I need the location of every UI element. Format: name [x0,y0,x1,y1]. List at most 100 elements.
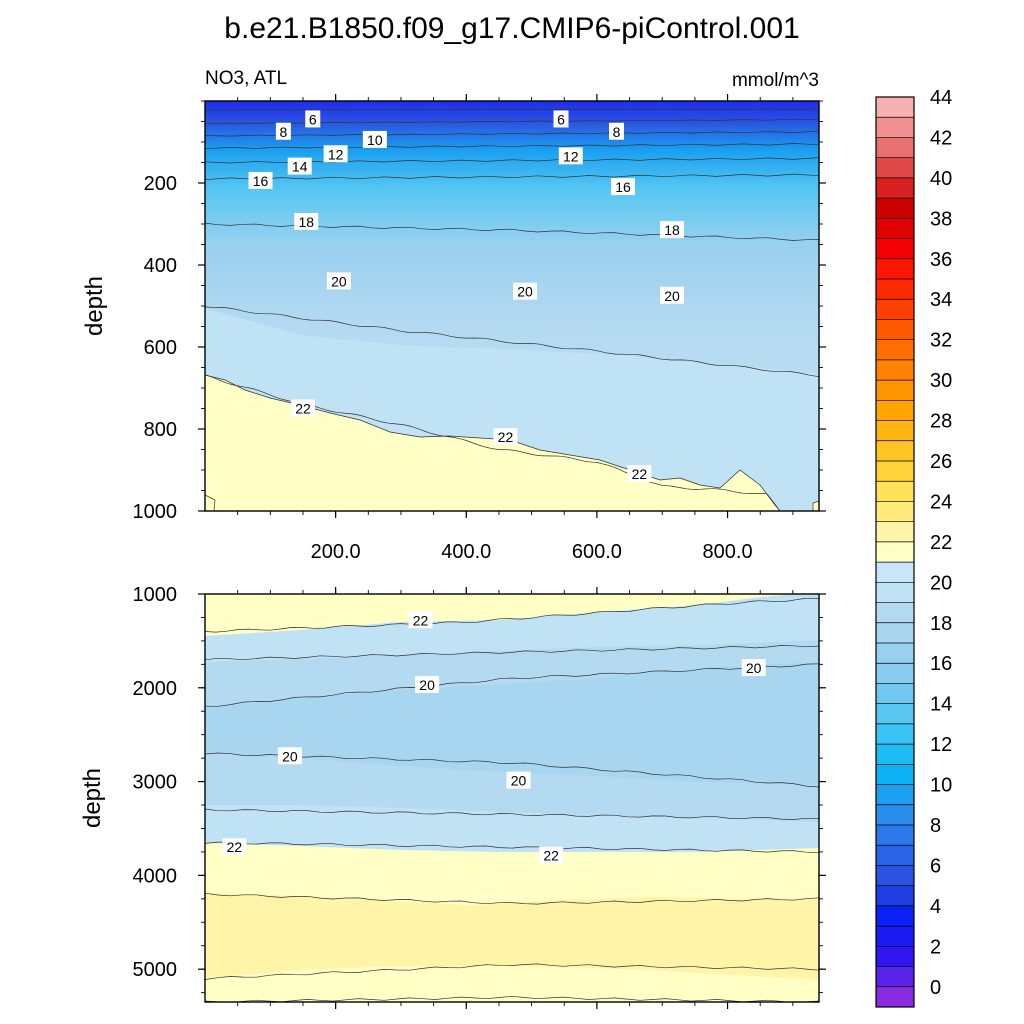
upper-y-tick-label: 400 [144,255,177,277]
upper-contour-label-box [305,110,321,128]
lower-contour-label: 22 [539,846,564,864]
colorbar-label: 10 [930,775,952,797]
upper-contour-label-text: 18 [664,222,680,238]
upper-contour-label-text: 16 [615,179,631,195]
upper-contour-label-box [275,122,291,140]
colorbar-swatch [876,97,914,118]
upper-contour-label: 20 [660,286,685,304]
lower-deep-yellow-band [205,893,819,980]
variable-label: NO3, ATL [205,68,287,89]
colorbar-swatch [876,825,914,846]
lower-contour-label: 20 [277,747,302,765]
upper-contour-label: 16 [611,178,636,196]
upper-contour-label: 14 [287,157,312,175]
upper-contour-label-box [660,286,685,304]
colorbar-label: 36 [930,249,952,271]
colorbar-label: 2 [930,936,941,958]
lower-contour-label-text: 20 [746,660,762,676]
colorbar-swatch [876,622,914,644]
colorbar-swatch [876,198,914,219]
colorbar-swatch [876,380,914,401]
lower-contour-label-box [741,659,766,677]
colorbar-swatch [876,643,914,664]
colorbar-swatch [876,117,914,138]
colorbar-swatch [876,461,914,482]
colorbar-swatch [876,764,914,785]
upper-contour-label-text: 6 [557,111,565,127]
lower-panel: 1000 2000 3000 4000 5000 22 20 20 20 20 22 22 dept… [79,584,826,1009]
upper-contour-label-box [493,428,518,446]
lower-contour-label: 20 [741,659,766,677]
upper-x-tick-label: 800.0 [703,541,753,563]
lower-contour-label-text: 22 [543,848,559,864]
upper-contour-label: 12 [323,145,348,163]
upper-contour-label: 10 [362,130,387,148]
lower-y-tick-label: 3000 [133,772,178,794]
colorbar-swatch [876,481,914,502]
colorbar-label: 18 [930,613,952,635]
colorbar-label: 40 [930,168,952,190]
lower-core-blue-band [205,662,819,785]
colorbar-swatch [876,966,914,988]
colorbar-swatch [876,177,914,199]
upper-x-tick-label: 200.0 [311,541,361,563]
lower-contour-line-19 [205,752,819,788]
colorbar-swatch [876,865,914,886]
upper-contour-label: 20 [326,272,351,290]
colorbar-swatch [876,602,914,624]
colorbar-swatch [876,299,914,320]
colorbar-label: 22 [930,532,952,554]
colorbar-label: 20 [930,572,952,594]
upper-x-tick-label: 600.0 [572,541,622,563]
lower-contour-line-23 [205,963,819,980]
colorbar-swatch [876,703,914,725]
upper-y-tick-label: 600 [144,337,177,359]
upper-contour-label-box [323,145,348,163]
colorbar-swatch [876,137,914,158]
colorbar-swatch [876,683,914,704]
colorbar-swatch [876,400,914,421]
lower-contour-label-box [222,838,247,856]
upper-contour-label: 6 [553,110,569,128]
colorbar-label: 42 [930,127,952,149]
lower-y-tick-label: 1000 [133,584,178,606]
colorbar-swatch [876,582,914,603]
colorbar-swatch [876,541,914,563]
chart-title: b.e21.B1850.f09_g17.CMIP6-piControl.001 [224,12,799,45]
lower-contour-label: 22 [408,611,433,629]
upper-contour-label-text: 16 [253,173,269,189]
lower-contour-line-20 [205,808,819,820]
upper-contour-label-box [248,171,273,189]
lower-y-tick-label: 4000 [133,865,178,887]
lower-contour-label-text: 22 [413,612,429,628]
colorbar-label: 26 [930,451,952,473]
lower-contour-label-text: 20 [282,748,298,764]
upper-contour-label-text: 10 [367,132,383,148]
upper-contour-label: 6 [305,110,321,128]
lower-contour-line-22 [205,597,819,633]
colorbar-swatch [876,359,914,381]
colorbar-swatch [876,804,914,826]
lower-contour-line-22 [205,892,819,905]
lower-y-tick-label: 5000 [133,959,178,981]
lower-contour-label-box [539,846,564,864]
upper-contour-label-text: 12 [328,146,344,162]
colorbar-label: 4 [930,896,941,918]
colorbar-swatch [876,319,914,340]
upper-panel: 200 400 600 800 1000 200.0 400.0 600.0 800.0 6 8 1… [81,94,826,563]
colorbar-label: 44 [930,87,952,109]
lower-contour-label: 22 [222,838,247,856]
colorbar-label: 8 [930,815,941,837]
colorbar-swatch [876,845,914,866]
upper-contour-label-text: 20 [664,288,680,304]
upper-contour-label-text: 14 [292,159,308,175]
upper-contour-label-box [326,272,351,290]
colorbar-swatch [876,501,914,522]
colorbar-label: 30 [930,370,952,392]
lower-y-axis-label: depth [79,768,106,828]
lower-plot-frame [204,593,820,1003]
lower-contour-label-box [415,675,440,693]
colorbar-label: 28 [930,411,952,433]
units-label: mmol/m^3 [732,70,819,91]
lower-contour-label-box [277,747,302,765]
